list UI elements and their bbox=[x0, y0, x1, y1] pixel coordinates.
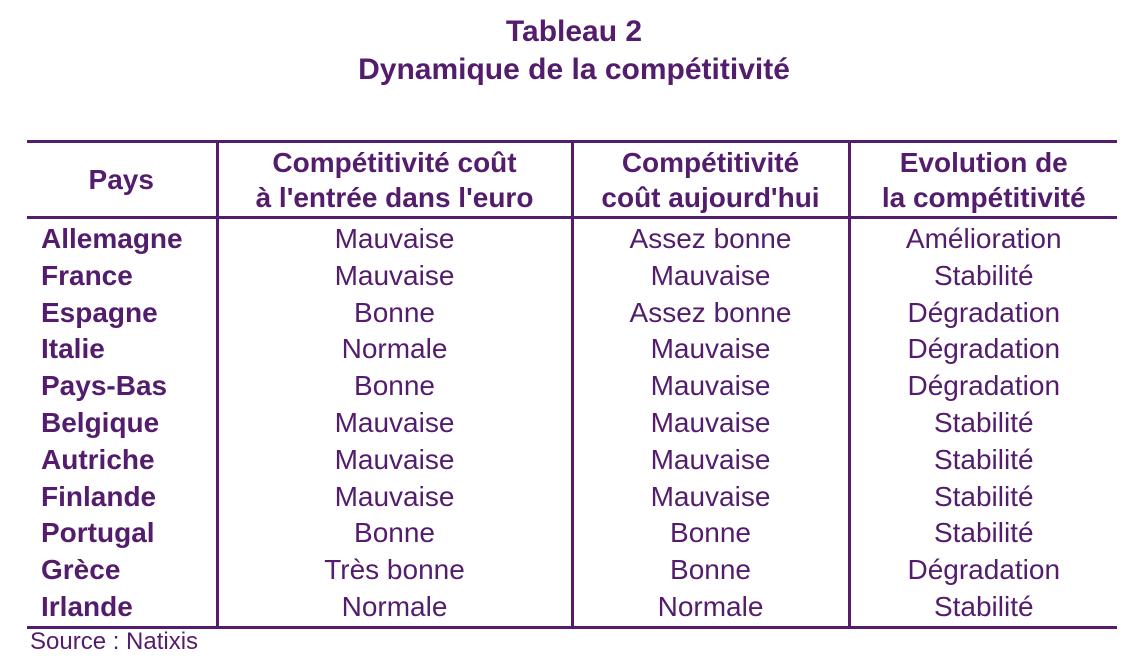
header-entry-competitiveness: Compétitivité coût à l'entrée dans l'euro bbox=[215, 141, 572, 218]
table-title: Tableau 2 bbox=[505, 15, 643, 48]
cell-current: Assez bonne bbox=[570, 294, 849, 332]
header-line: coût aujourd'hui bbox=[601, 181, 820, 213]
cell-entry: Bonne bbox=[215, 368, 572, 405]
table-row: Pays-Bas Bonne Mauvaise Dégradation bbox=[27, 368, 1117, 405]
cell-evolution: Stabilité bbox=[847, 404, 1117, 442]
header-row: Pays Compétitivité coût à l'entrée dans l… bbox=[27, 141, 1117, 218]
cell-pays: France bbox=[41, 259, 133, 291]
cell-current: Mauvaise bbox=[570, 441, 849, 479]
source-note: Source : Natixis bbox=[30, 628, 199, 655]
header-line: à l'entrée dans l'euro bbox=[255, 181, 534, 213]
table-row: Belgique Mauvaise Mauvaise Stabilité bbox=[27, 404, 1117, 442]
table-row: France Mauvaise Mauvaise Stabilité bbox=[27, 257, 1117, 295]
cell-current: Bonne bbox=[570, 515, 849, 553]
cell-entry: Très bonne bbox=[215, 552, 572, 589]
cell-pays: Pays-Bas bbox=[41, 370, 168, 402]
cell-current: Mauvaise bbox=[570, 404, 849, 442]
cell-pays: Irlande bbox=[41, 590, 133, 622]
table-row: Espagne Bonne Assez bonne Dégradation bbox=[27, 294, 1117, 332]
cell-pays: Autriche bbox=[41, 443, 155, 475]
cell-pays: Finlande bbox=[41, 480, 157, 512]
cell-pays: Italie bbox=[41, 333, 105, 365]
cell-entry: Normale bbox=[215, 331, 572, 369]
table-row: Irlande Normale Normale Stabilité bbox=[27, 588, 1117, 628]
cell-evolution: Dégradation bbox=[847, 331, 1117, 369]
table-row: Grèce Très bonne Bonne Dégradation bbox=[27, 552, 1117, 589]
cell-evolution: Dégradation bbox=[847, 552, 1117, 589]
header-line: Compétitivité coût bbox=[272, 146, 517, 178]
table-row: Portugal Bonne Bonne Stabilité bbox=[27, 515, 1117, 553]
cell-current: Mauvaise bbox=[570, 478, 849, 516]
cell-current: Normale bbox=[570, 588, 849, 628]
header-line: Compétitivité bbox=[621, 146, 800, 178]
cell-current: Assez bonne bbox=[570, 217, 849, 258]
cell-entry: Bonne bbox=[215, 515, 572, 553]
cell-evolution: Dégradation bbox=[847, 368, 1117, 405]
table-row: Italie Normale Mauvaise Dégradation bbox=[27, 331, 1117, 369]
cell-entry: Mauvaise bbox=[215, 478, 572, 516]
cell-evolution: Stabilité bbox=[847, 478, 1117, 516]
cell-entry: Mauvaise bbox=[215, 257, 572, 295]
header-line: la compétitivité bbox=[881, 181, 1086, 213]
header-line: Evolution de bbox=[899, 146, 1068, 178]
cell-current: Mauvaise bbox=[570, 368, 849, 405]
cell-entry: Normale bbox=[215, 588, 572, 628]
cell-entry: Mauvaise bbox=[215, 217, 572, 258]
cell-entry: Mauvaise bbox=[215, 404, 572, 442]
cell-evolution: Stabilité bbox=[847, 588, 1117, 628]
table-row: Allemagne Mauvaise Assez bonne Amélioration bbox=[27, 217, 1117, 258]
header-current-competitiveness: Compétitivité coût aujourd'hui bbox=[570, 141, 849, 218]
cell-pays: Grèce bbox=[41, 554, 121, 586]
cell-pays: Espagne bbox=[41, 296, 158, 328]
cell-current: Mauvaise bbox=[570, 331, 849, 369]
cell-evolution: Stabilité bbox=[847, 257, 1117, 295]
cell-pays: Portugal bbox=[41, 517, 155, 549]
cell-entry: Bonne bbox=[215, 294, 572, 332]
cell-evolution: Dégradation bbox=[847, 294, 1117, 332]
cell-evolution: Stabilité bbox=[847, 441, 1117, 479]
header-line: Pays bbox=[88, 164, 154, 195]
cell-current: Mauvaise bbox=[570, 257, 849, 295]
header-pays: Pays bbox=[27, 142, 217, 218]
table-subtitle: Dynamique de la compétitivité bbox=[358, 53, 790, 86]
cell-pays: Allemagne bbox=[41, 223, 183, 254]
header-evolution: Evolution de la compétitivité bbox=[847, 141, 1117, 218]
cell-evolution: Amélioration bbox=[847, 217, 1117, 258]
competitiveness-table: Pays Compétitivité coût à l'entrée dans l… bbox=[27, 140, 1117, 629]
cell-current: Bonne bbox=[570, 552, 849, 589]
cell-pays: Belgique bbox=[41, 406, 160, 438]
cell-entry: Mauvaise bbox=[215, 441, 572, 479]
table-row: Finlande Mauvaise Mauvaise Stabilité bbox=[27, 478, 1117, 516]
table-row: Autriche Mauvaise Mauvaise Stabilité bbox=[27, 441, 1117, 479]
cell-evolution: Stabilité bbox=[847, 515, 1117, 553]
